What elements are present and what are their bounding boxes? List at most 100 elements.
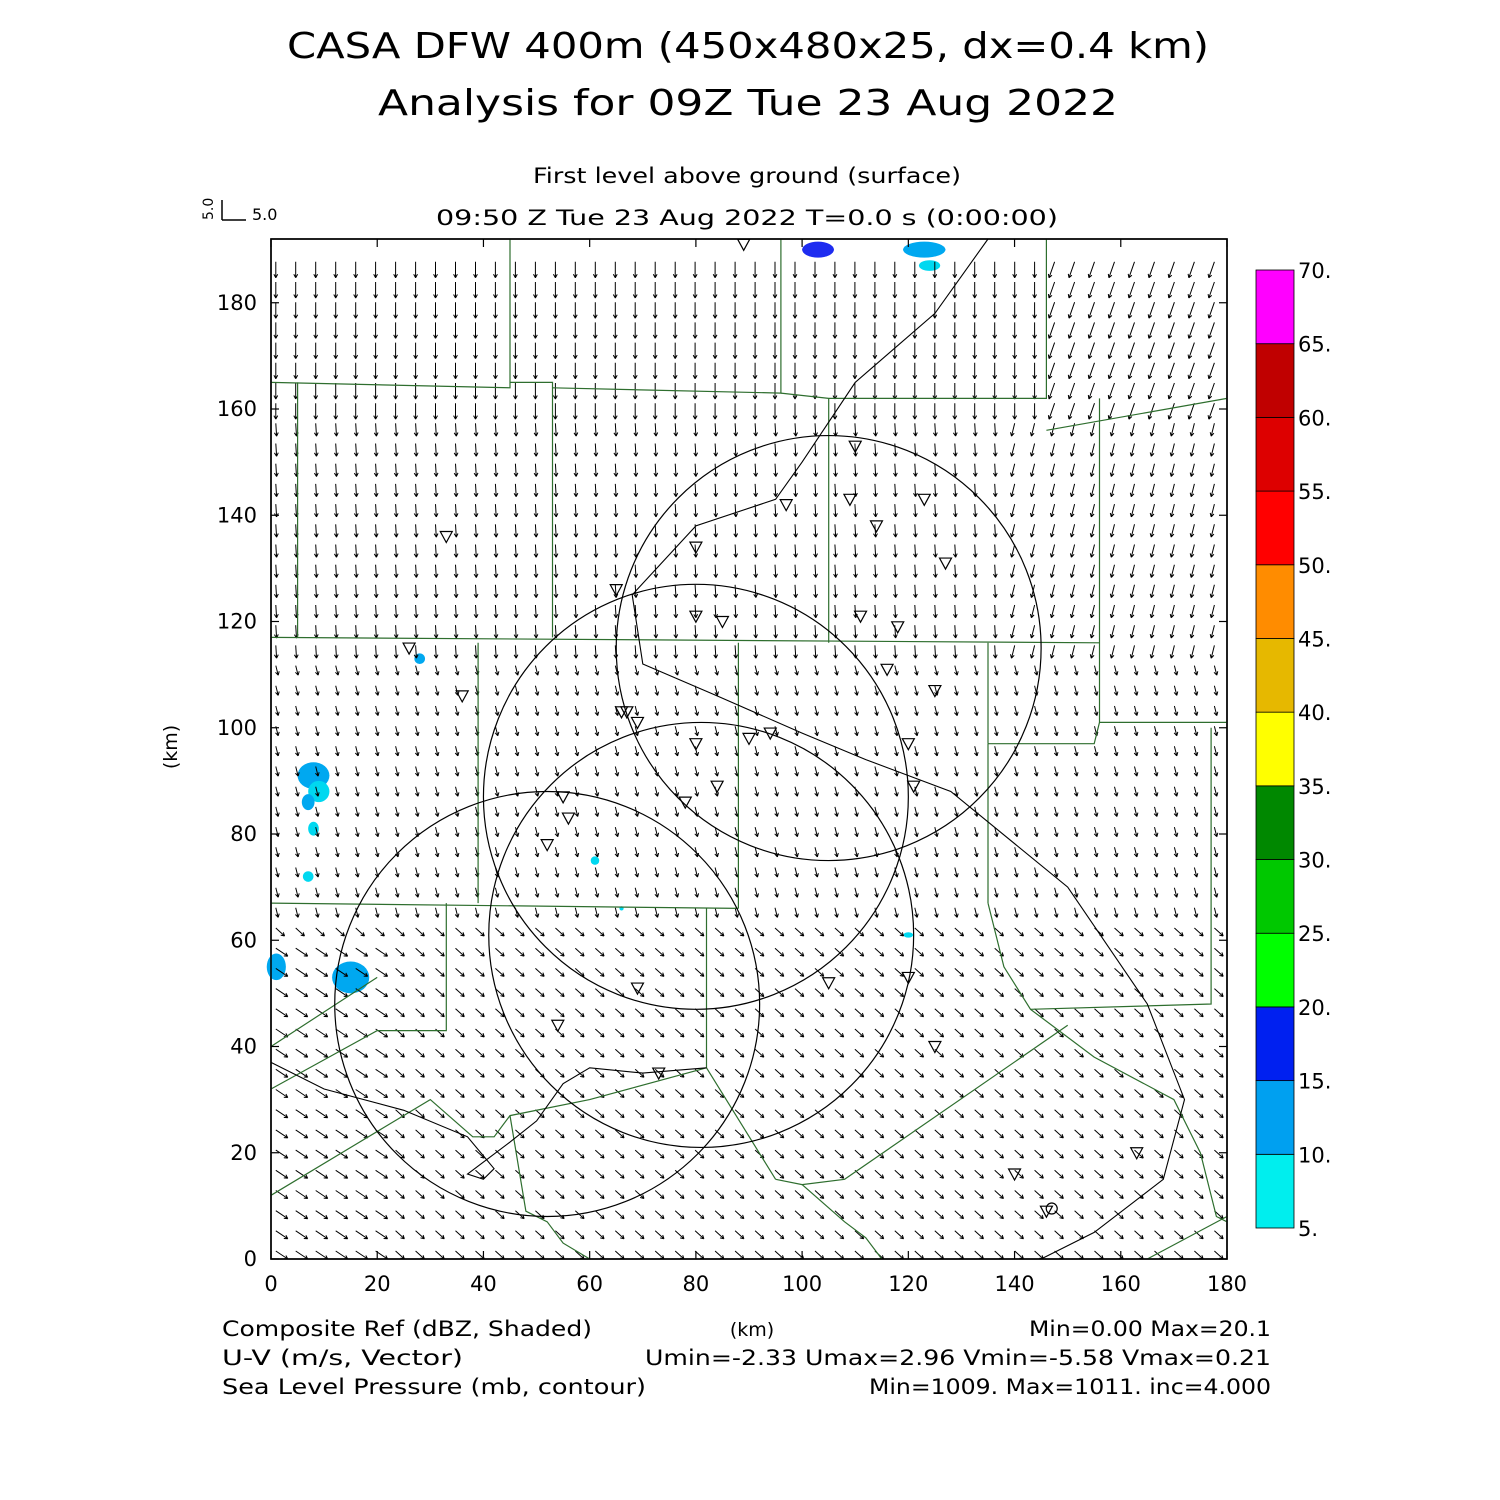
station-marker — [402, 642, 417, 656]
station-marker — [651, 1067, 666, 1081]
station-circle — [1045, 1202, 1058, 1215]
y-tick-label: 100 — [217, 716, 257, 740]
footer-right-3: Min=1009. Max=1011. inc=4.000 — [869, 1375, 1271, 1399]
county-line — [270, 636, 1100, 644]
county-line — [270, 239, 511, 389]
station-marker — [561, 812, 576, 826]
footer-left-2: U-V (m/s, Vector) — [222, 1346, 463, 1370]
station-marker — [853, 610, 868, 624]
station-marker — [901, 738, 916, 751]
station-marker — [917, 493, 932, 507]
county-line — [775, 1024, 1069, 1186]
reflectivity-cell — [332, 961, 370, 994]
reflectivity-cell — [903, 932, 914, 938]
colorbar-label: 25. — [1298, 922, 1331, 946]
county-line — [987, 902, 1228, 1223]
x-tick-label: 60 — [576, 1272, 603, 1296]
station-marker — [848, 440, 863, 454]
colorbar-swatch — [1255, 416, 1295, 492]
reflectivity-cell — [590, 856, 600, 865]
colorbar-label: 40. — [1298, 701, 1331, 725]
station-marker — [710, 780, 725, 794]
footer-left-1: Composite Ref (dBZ, Shaded) — [222, 1317, 592, 1341]
pressure-contours — [270, 238, 1186, 1260]
title-line-2: Analysis for 09Z Tue 23 Aug 2022 — [378, 83, 1118, 124]
county-line — [988, 721, 1227, 745]
y-tick-label: 120 — [217, 610, 257, 634]
x-axis-label: (km) — [730, 1319, 774, 1341]
x-tick-label: 140 — [995, 1272, 1035, 1296]
y-tick-label: 20 — [230, 1141, 257, 1165]
reflectivity-cell — [802, 241, 834, 258]
station-marker — [869, 520, 884, 534]
station-marker — [556, 791, 571, 805]
radar-ring — [482, 583, 909, 1010]
station-marker — [540, 839, 555, 852]
title-line-1: CASA DFW 400m (450x480x25, dx=0.4 km) — [287, 26, 1209, 67]
station-markers — [402, 238, 1144, 1219]
wind-vectors — [273, 261, 1224, 1260]
y-tick-label: 140 — [217, 503, 257, 527]
station-marker — [1007, 1168, 1022, 1182]
station-marker — [619, 706, 634, 720]
station-marker — [455, 690, 470, 704]
reflectivity-cell — [301, 794, 315, 811]
county-line — [801, 1184, 883, 1260]
colorbar-swatch — [1255, 1006, 1295, 1082]
colorbar-swatch — [1255, 343, 1295, 418]
station-marker — [938, 557, 953, 571]
colorbar-label: 65. — [1298, 333, 1331, 357]
station-marker — [609, 584, 624, 597]
colorbar-label: 15. — [1298, 1070, 1331, 1094]
level-label: First level above ground (surface) — [533, 164, 961, 188]
county-line — [1147, 1215, 1228, 1260]
radar-ring — [334, 790, 761, 1218]
colorbar-swatch — [1255, 785, 1295, 860]
county-line — [270, 903, 447, 1090]
time-label: 09:50 Z Tue 23 Aug 2022 T=0.0 s (0:00:00… — [436, 206, 1058, 230]
station-marker — [906, 780, 921, 794]
vector-key: 5.0 5.0 — [201, 198, 277, 224]
county-boundaries — [270, 239, 1228, 1260]
x-tick-label: 160 — [1101, 1272, 1141, 1296]
footer-left-3: Sea Level Pressure (mb, contour) — [222, 1375, 646, 1399]
station-marker — [678, 796, 693, 810]
county-line — [1046, 397, 1228, 431]
y-axis-ticks: 0 20 40 60 80 100 120 140 160 180 — [217, 291, 1227, 1271]
colorbar: 5. 10. 15. 20. 25. 30. 35. 40. 45. 50. 55. 60. 65. 70… — [1255, 259, 1331, 1241]
reflectivity-cell — [302, 871, 314, 882]
colorbar-swatch — [1255, 1080, 1295, 1155]
station-marker — [927, 684, 942, 698]
y-tick-label: 40 — [230, 1035, 257, 1059]
vector-key-vertical: 5.0 — [201, 198, 217, 220]
y-axis-label: (km) — [160, 725, 182, 769]
colorbar-swatch — [1255, 638, 1295, 713]
pressure-contour — [631, 238, 1186, 1260]
x-tick-label: 20 — [364, 1272, 391, 1296]
reflectivity-cell — [266, 953, 286, 981]
map-plot-area — [266, 238, 1228, 1260]
x-tick-label: 180 — [1207, 1272, 1247, 1296]
county-line — [509, 1115, 591, 1260]
y-tick-label: 160 — [217, 397, 257, 421]
reflectivity-cell — [903, 241, 946, 258]
colorbar-swatch — [1255, 932, 1295, 1008]
colorbar-label: 70. — [1298, 259, 1331, 283]
county-line — [780, 239, 1047, 399]
station-marker — [821, 977, 836, 991]
colorbar-label: 55. — [1298, 480, 1331, 504]
station-marker — [630, 982, 645, 996]
station-marker — [901, 971, 916, 985]
x-tick-label: 120 — [888, 1272, 928, 1296]
colorbar-label: 10. — [1298, 1143, 1331, 1167]
x-tick-label: 40 — [470, 1272, 497, 1296]
footer-right-2: Umin=-2.33 Umax=2.96 Vmin=-5.58 Vmax=0.2… — [645, 1346, 1271, 1370]
y-tick-label: 0 — [244, 1247, 257, 1271]
radar-ring — [615, 434, 1042, 862]
county-line — [270, 1067, 777, 1196]
station-marker — [890, 621, 905, 635]
y-tick-label: 60 — [230, 928, 257, 952]
station-marker — [779, 499, 794, 512]
colorbar-label: 5. — [1298, 1217, 1318, 1241]
